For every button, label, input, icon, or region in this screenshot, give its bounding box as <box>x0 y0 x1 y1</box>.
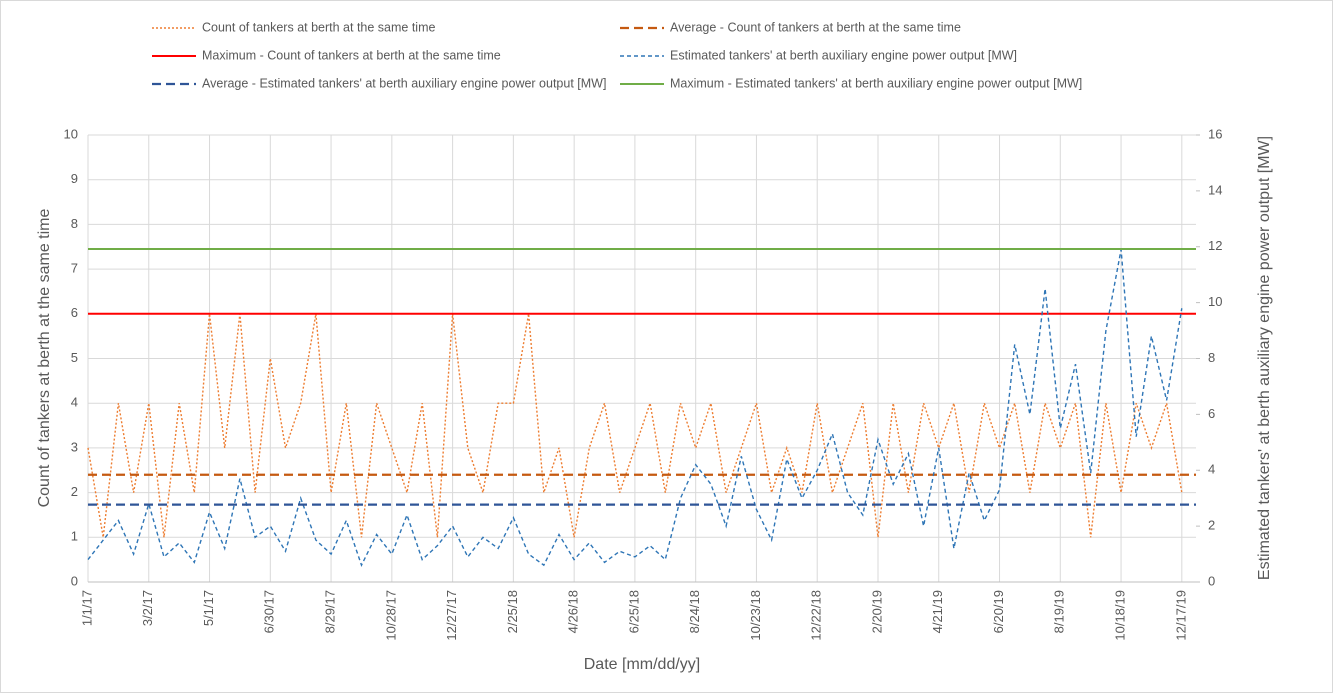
y2-tick-label: 12 <box>1208 238 1222 253</box>
y2-tick-label: 16 <box>1208 126 1222 141</box>
x-tick-label: 10/28/17 <box>383 590 398 641</box>
x-tick-label: 6/20/19 <box>991 590 1006 633</box>
y-tick-label: 4 <box>71 395 78 410</box>
y2-tick-label: 8 <box>1208 350 1215 365</box>
y-tick-label: 2 <box>71 484 78 499</box>
x-tick-label: 2/20/19 <box>869 590 884 633</box>
y2-tick-label: 0 <box>1208 573 1215 588</box>
y-tick-label: 1 <box>71 529 78 544</box>
y-tick-label: 10 <box>64 126 78 141</box>
y-tick-label: 8 <box>71 216 78 231</box>
x-tick-label: 12/22/18 <box>809 590 824 641</box>
legend-label: Average - Count of tankers at berth at t… <box>670 20 961 34</box>
legend-label: Average - Estimated tankers' at berth au… <box>202 76 606 90</box>
x-axis-title: Date [mm/dd/yy] <box>584 656 700 673</box>
y-tick-label: 3 <box>71 439 78 454</box>
x-tick-label: 3/2/17 <box>140 590 155 626</box>
y-tick-label: 5 <box>71 350 78 365</box>
x-tick-label: 2/25/18 <box>505 590 520 633</box>
y-tick-label: 0 <box>71 573 78 588</box>
y2-tick-label: 14 <box>1208 182 1222 197</box>
legend-label: Count of tankers at berth at the same ti… <box>202 20 436 34</box>
legend-label: Maximum - Count of tankers at berth at t… <box>202 48 501 62</box>
x-tick-label: 6/30/17 <box>262 590 277 633</box>
y2-tick-label: 4 <box>1208 462 1215 477</box>
x-tick-label: 8/29/17 <box>323 590 338 633</box>
x-tick-label: 10/23/18 <box>748 590 763 641</box>
x-tick-label: 12/17/19 <box>1173 590 1188 641</box>
x-tick-label: 1/1/17 <box>79 590 94 626</box>
y2-tick-label: 10 <box>1208 294 1222 309</box>
x-tick-label: 4/26/18 <box>566 590 581 633</box>
y-tick-label: 6 <box>71 305 78 320</box>
x-tick-label: 12/27/17 <box>444 590 459 641</box>
x-tick-label: 8/19/19 <box>1052 590 1067 633</box>
y2-axis-title: Estimated tankers' at berth auxiliary en… <box>1256 136 1273 580</box>
legend-label: Maximum - Estimated tankers' at berth au… <box>670 76 1082 90</box>
x-tick-label: 10/18/19 <box>1112 590 1127 641</box>
x-tick-label: 5/1/17 <box>201 590 216 626</box>
data-line <box>87 249 1183 568</box>
y2-tick-label: 6 <box>1208 406 1215 421</box>
y-tick-label: 9 <box>71 171 78 186</box>
y2-tick-label: 2 <box>1208 518 1215 533</box>
x-tick-label: 6/25/18 <box>626 590 641 633</box>
y-tick-label: 7 <box>71 261 78 276</box>
x-tick-label: 4/21/19 <box>930 590 945 633</box>
x-tick-label: 8/24/18 <box>687 590 702 633</box>
legend-label: Estimated tankers' at berth auxiliary en… <box>670 48 1017 62</box>
y-axis-title: Count of tankers at berth at the same ti… <box>36 208 53 507</box>
